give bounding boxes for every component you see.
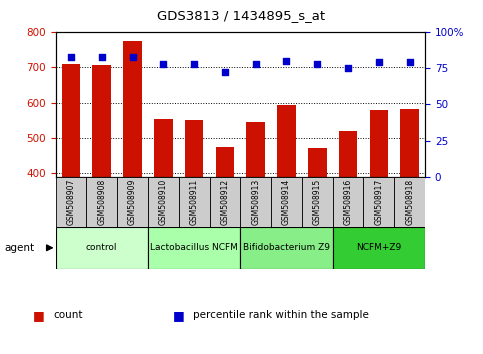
Bar [123, 41, 142, 315]
Bar [56, 177, 86, 227]
Point [313, 61, 321, 67]
Bar [215, 147, 234, 315]
Text: percentile rank within the sample: percentile rank within the sample [193, 310, 369, 320]
Bar [241, 227, 333, 269]
Bar [271, 177, 302, 227]
Point [406, 59, 413, 65]
Bar [369, 110, 388, 315]
Bar [302, 177, 333, 227]
Point [98, 54, 106, 59]
Point [252, 61, 259, 67]
Point [190, 61, 198, 67]
Bar [148, 177, 179, 227]
Point [221, 70, 229, 75]
Text: GSM508915: GSM508915 [313, 179, 322, 225]
Text: Bifidobacterium Z9: Bifidobacterium Z9 [243, 243, 330, 252]
Text: GSM508911: GSM508911 [190, 179, 199, 225]
Point [283, 58, 290, 64]
Point [375, 59, 383, 65]
Text: ■: ■ [33, 309, 44, 321]
Bar [333, 227, 425, 269]
Point [67, 54, 75, 59]
Text: GSM508907: GSM508907 [67, 178, 75, 225]
Text: GSM508917: GSM508917 [374, 179, 384, 225]
Text: GSM508916: GSM508916 [343, 179, 353, 225]
Bar [364, 177, 394, 227]
Text: GSM508908: GSM508908 [97, 179, 106, 225]
Bar [86, 177, 117, 227]
Bar [400, 109, 419, 315]
Bar [148, 227, 241, 269]
Bar [246, 122, 265, 315]
Text: GSM508918: GSM508918 [405, 179, 414, 225]
Text: GSM508909: GSM508909 [128, 178, 137, 225]
Bar [117, 177, 148, 227]
Bar [185, 120, 203, 315]
Bar [394, 177, 425, 227]
Text: count: count [53, 310, 83, 320]
Point [128, 54, 136, 59]
Text: ■: ■ [173, 309, 185, 321]
Text: GSM508913: GSM508913 [251, 179, 260, 225]
Bar [277, 105, 296, 315]
Bar [56, 227, 148, 269]
Point [159, 61, 167, 67]
Bar [92, 65, 111, 315]
Text: GSM508912: GSM508912 [220, 179, 229, 225]
Bar [154, 119, 172, 315]
Bar [308, 148, 327, 315]
Bar [241, 177, 271, 227]
Text: GSM508914: GSM508914 [282, 179, 291, 225]
Bar [333, 177, 364, 227]
Text: NCFM+Z9: NCFM+Z9 [356, 243, 401, 252]
Bar [210, 177, 240, 227]
Text: GSM508910: GSM508910 [159, 179, 168, 225]
Text: Lactobacillus NCFM: Lactobacillus NCFM [150, 243, 238, 252]
Bar [339, 131, 357, 315]
Bar [179, 177, 210, 227]
Point [344, 65, 352, 71]
Text: control: control [86, 243, 117, 252]
Bar [62, 64, 80, 315]
Text: agent: agent [5, 243, 35, 253]
Text: GDS3813 / 1434895_s_at: GDS3813 / 1434895_s_at [157, 9, 326, 22]
